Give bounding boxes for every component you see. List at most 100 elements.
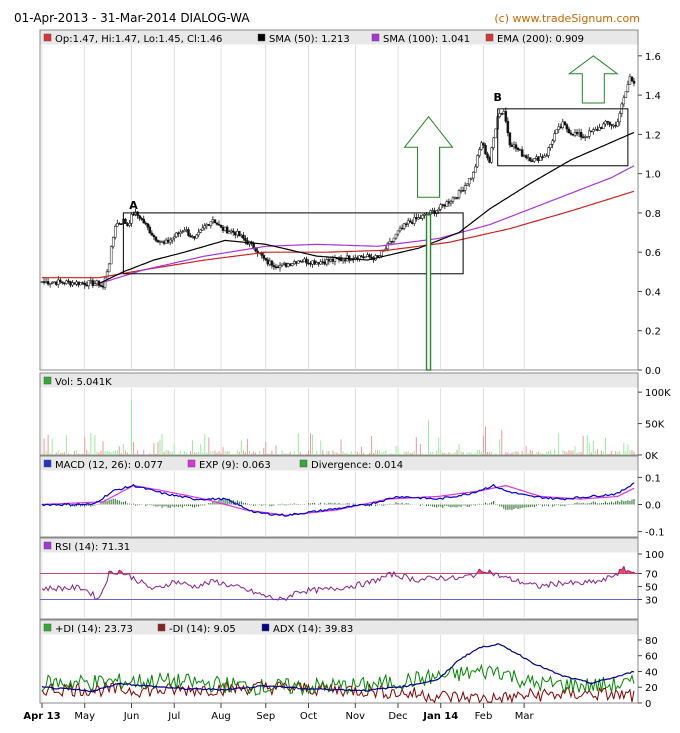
x-tick-label: Jul (167, 711, 180, 722)
candle-body (602, 123, 605, 129)
candle-body (71, 282, 74, 286)
candle-body (91, 280, 95, 286)
candle-body (514, 144, 518, 149)
legend-label: Divergence: 0.014 (311, 460, 403, 471)
candle-body (234, 232, 237, 236)
candle-body (585, 136, 589, 138)
x-tick-label: Jun (123, 711, 140, 722)
y-tick-label: 0.2 (645, 327, 661, 338)
candle-body (482, 142, 485, 146)
candle-body (476, 155, 479, 168)
y-tick-label: 1.4 (645, 91, 661, 102)
legend-icon (257, 33, 266, 42)
candle-body (75, 281, 78, 285)
candle-body (303, 258, 306, 262)
pattern-box (497, 108, 629, 167)
candle-body (472, 171, 475, 179)
candle-body (81, 282, 84, 284)
candle-body (168, 239, 172, 243)
candle-body (478, 149, 481, 156)
candle-body (315, 262, 318, 265)
candle-body (329, 258, 333, 262)
candle-body (313, 260, 316, 265)
legend-icon (299, 459, 308, 468)
candle-body (408, 220, 412, 223)
candle-body (113, 226, 117, 238)
candle-body (459, 190, 463, 192)
candle-body (193, 236, 196, 239)
candle-body (50, 282, 54, 284)
y-tick-label: 0K (645, 451, 658, 462)
candle-body (518, 149, 522, 151)
candle-body (195, 234, 198, 239)
candle-body (488, 157, 491, 163)
candle-body (549, 143, 552, 148)
candle-body (305, 258, 308, 264)
candle-body (158, 241, 162, 243)
candle-body (95, 280, 99, 285)
candle-body (522, 155, 526, 157)
candle-body (628, 76, 632, 85)
candle-body (368, 254, 371, 258)
candle-body (101, 285, 105, 288)
candle-body (142, 218, 145, 224)
candle-body (132, 214, 135, 216)
candle-body (396, 230, 400, 235)
candle-body (111, 237, 115, 247)
candle-body (211, 219, 215, 223)
candle-body (264, 258, 268, 261)
candle-body (52, 281, 56, 284)
candle-body (87, 280, 91, 287)
candle-body (419, 217, 422, 219)
y-tick-label: 0.1 (645, 473, 661, 484)
candle-body (118, 223, 121, 225)
candle-body (331, 258, 335, 262)
candle-body (93, 283, 97, 286)
x-tick-label: Sep (256, 711, 275, 722)
candle-body (181, 231, 184, 233)
macd-panel: MACD (12, 26): 0.077 EXP (9): 0.063 Diverg… (39, 455, 665, 539)
candle-body (57, 279, 60, 285)
x-tick-label: Apr 13 (23, 711, 60, 722)
candle-body (370, 256, 373, 259)
candle-body (79, 282, 82, 286)
candle-body (559, 126, 563, 129)
candle-body (244, 238, 247, 241)
candle-body (242, 234, 245, 239)
candle-body (557, 126, 560, 130)
candle-body (616, 121, 619, 127)
x-tick-label: Oct (300, 711, 317, 722)
candle-body (301, 261, 304, 263)
candle-body (541, 156, 544, 158)
macd-line (41, 482, 635, 517)
candle-body (626, 84, 630, 92)
candle-body (539, 156, 542, 161)
volume-panel: Vol: 5.041K 100K 50K 0K (39, 372, 671, 462)
candle-body (563, 121, 567, 125)
legend-label: EMA (200): 0.909 (497, 34, 584, 45)
y-tick-label: 0.0 (645, 501, 661, 512)
candle-body (177, 232, 180, 235)
legend-label: RSI (14): 71.31 (55, 542, 130, 553)
candle-body (461, 190, 465, 192)
candle-body (622, 97, 626, 105)
candle-body (236, 230, 239, 236)
candle-body (573, 132, 577, 136)
candle-body (293, 261, 296, 264)
candle-body (199, 229, 202, 233)
legend-icon (43, 623, 52, 632)
candle-body (561, 121, 565, 128)
candle-body (138, 215, 141, 219)
candle-body (565, 124, 569, 130)
candle-body (411, 221, 414, 224)
candle-body (441, 204, 445, 206)
candle-body (413, 217, 416, 224)
candle-body (297, 260, 300, 264)
y-tick-label: 60 (645, 652, 658, 663)
x-tick-label: Jan 14 (422, 711, 458, 722)
candle-body (83, 282, 86, 286)
x-tick-label: Mar (515, 711, 535, 722)
candle-body (467, 178, 471, 185)
candle-body (490, 147, 493, 163)
candle-body (494, 128, 497, 139)
